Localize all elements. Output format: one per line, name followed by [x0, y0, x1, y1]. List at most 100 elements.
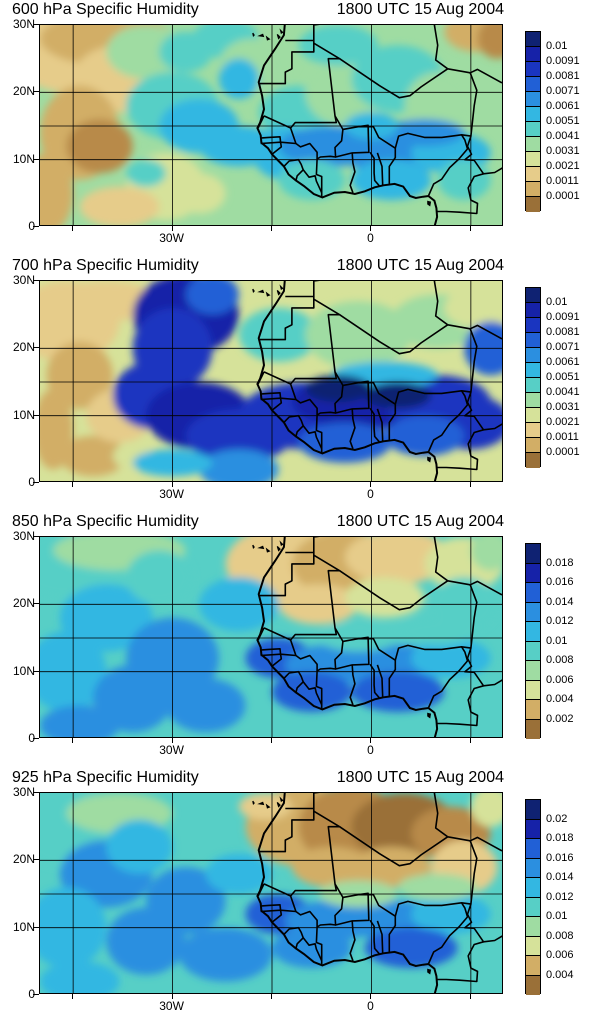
map-panel: 925 hPa Specific Humidity 1800 UTC 15 Aug…	[0, 768, 600, 1024]
lon-tick	[271, 482, 272, 487]
lat-tick-label: 20N	[12, 852, 35, 867]
island	[265, 547, 271, 553]
humidity-contour	[470, 793, 502, 827]
panel-title: 925 hPa Specific Humidity	[12, 769, 199, 786]
country-border	[302, 681, 323, 706]
country-border	[258, 552, 315, 597]
country-border	[464, 647, 502, 687]
island	[257, 289, 265, 294]
country-border	[436, 173, 484, 215]
colorbar-label: 0.01	[546, 40, 568, 52]
colorbar-swatch	[526, 77, 540, 92]
country-border	[302, 169, 323, 194]
island	[257, 33, 265, 38]
country-border	[376, 408, 384, 442]
colorbar-label: 0.0041	[546, 386, 580, 398]
lat-tick	[33, 603, 39, 605]
colorbar-label: 0.016	[546, 851, 574, 864]
country-border	[334, 380, 370, 414]
colorbar-label: 0.004	[546, 693, 574, 705]
humidity-contour	[40, 705, 120, 737]
country-border	[257, 627, 265, 641]
colorbar-swatch	[526, 197, 540, 212]
lat-tick	[33, 347, 39, 349]
coastline	[256, 793, 439, 993]
lat-tick	[33, 670, 39, 672]
lat-tick-label: 30N	[12, 529, 35, 543]
colorbar-swatch	[526, 318, 540, 333]
coastline	[256, 537, 439, 737]
colorbar-swatch	[526, 288, 540, 303]
humidity-contour	[364, 927, 458, 969]
country-border	[436, 941, 484, 983]
colorbar-swatch	[526, 897, 540, 917]
colorbar-swatch	[526, 333, 540, 348]
lat-tick-label: 30N	[12, 273, 35, 287]
country-border	[283, 926, 305, 949]
lon-tick	[171, 738, 173, 743]
country-border	[388, 660, 397, 696]
country-border	[447, 836, 502, 852]
humidity-contour	[272, 671, 352, 713]
colorbar-swatch	[526, 62, 540, 77]
country-border	[436, 429, 484, 471]
colorbar-label: 0.018	[546, 832, 574, 844]
country-border	[289, 383, 318, 415]
country-border	[369, 919, 381, 955]
lon-tick-label: 0	[367, 487, 374, 501]
island	[276, 289, 281, 296]
lat-tick	[33, 414, 39, 416]
country-border	[257, 115, 265, 129]
colorbar	[525, 287, 541, 468]
lat-tick-label: 0	[28, 731, 35, 745]
island	[252, 288, 255, 293]
colorbar	[525, 31, 541, 212]
colorbar-swatch	[526, 719, 540, 739]
country-border	[263, 298, 341, 385]
colorbar-label: 0.0001	[546, 190, 580, 202]
colorbar-swatch	[526, 348, 540, 363]
colorbar-label: 0.01	[546, 634, 568, 647]
country-border	[349, 664, 356, 705]
colorbar-label: 0.0081	[546, 70, 580, 82]
humidity-contour	[159, 31, 213, 73]
lat-tick	[33, 926, 39, 928]
lon-tick	[271, 738, 272, 743]
colorbar-swatch	[526, 661, 540, 681]
colorbar-label: 0.0081	[546, 326, 580, 338]
colorbar-swatch	[526, 878, 540, 898]
lat-tick	[33, 738, 39, 739]
island	[252, 32, 255, 37]
humidity-contour	[40, 152, 74, 225]
lat-tick	[33, 536, 39, 537]
colorbar-label: 0.0031	[546, 401, 580, 413]
panel-time: 1800 UTC 15 Aug 2004	[336, 1, 504, 18]
country-border	[388, 916, 397, 952]
coastline	[256, 281, 439, 481]
colorbar-swatch	[526, 122, 540, 137]
colorbar-swatch	[526, 182, 540, 197]
country-border	[285, 537, 320, 554]
lon-tick-label: 0	[367, 999, 374, 1013]
country-border	[369, 663, 381, 699]
country-border	[433, 281, 449, 326]
lat-tick-label: 0	[28, 475, 35, 489]
humidity-contour	[437, 159, 491, 201]
country-border	[258, 40, 315, 85]
country-border	[285, 281, 320, 298]
humidity-contour	[444, 287, 502, 329]
humidity-contour	[126, 550, 193, 605]
humidity-contour	[59, 584, 153, 652]
lat-tick	[33, 280, 39, 281]
panel-title: 700 hPa Specific Humidity	[12, 257, 199, 274]
lon-tick	[72, 738, 74, 743]
colorbar-label: 0.012	[546, 890, 574, 903]
humidity-contour	[106, 25, 186, 79]
coastline	[256, 25, 439, 225]
country-border	[464, 135, 502, 175]
country-border	[349, 408, 356, 449]
humidity-contour	[179, 927, 272, 982]
island	[252, 800, 255, 805]
humidity-map	[39, 536, 503, 738]
lat-tick-label: 20N	[12, 84, 35, 99]
